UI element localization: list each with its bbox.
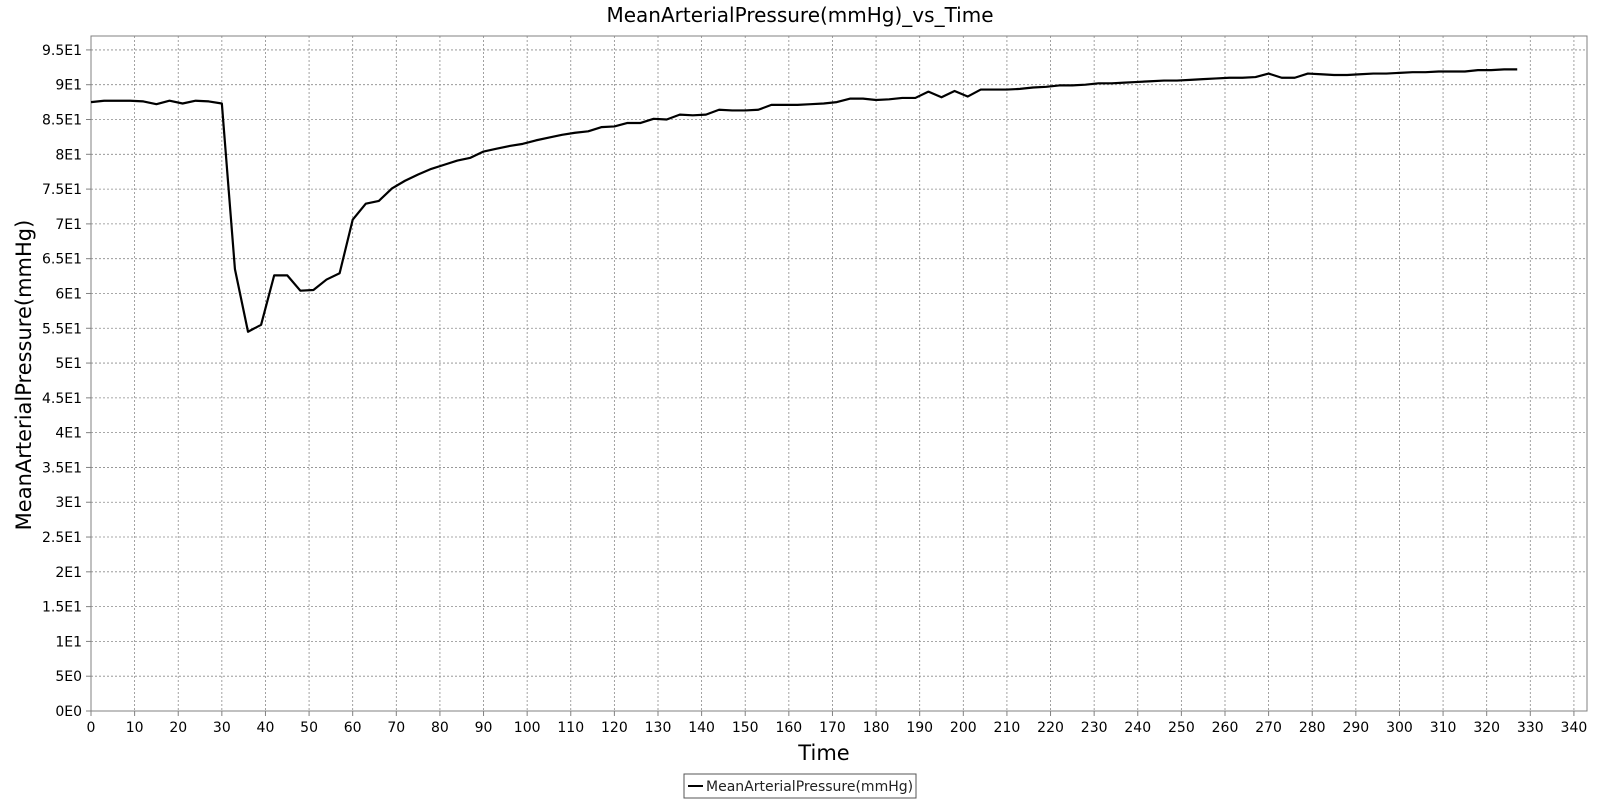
y-tick-label: 6.5E1: [42, 252, 82, 268]
y-tick-label: 9E1: [55, 78, 82, 94]
x-tick-label: 310: [1430, 720, 1457, 736]
y-tick-label: 8E1: [55, 147, 82, 163]
y-tick-label: 2.5E1: [42, 530, 82, 546]
legend-label: MeanArterialPressure(mmHg): [706, 779, 913, 795]
legend: MeanArterialPressure(mmHg): [683, 773, 917, 799]
y-tick-label: 3E1: [55, 495, 82, 511]
x-tick-label: 230: [1081, 720, 1108, 736]
legend-box: [683, 773, 917, 799]
x-tick-label: 320: [1473, 720, 1500, 736]
y-tick-label: 1.5E1: [42, 600, 82, 616]
series-layer: [90, 68, 1518, 333]
x-tick-label: 330: [1517, 720, 1544, 736]
x-tick-label: 120: [601, 720, 628, 736]
y-tick-label: 7E1: [55, 217, 82, 233]
x-tick-label: 340: [1561, 720, 1588, 736]
y-axis-label: MeanArterialPressure(mmHg): [12, 220, 36, 531]
y-tick-label: 6E1: [55, 286, 82, 302]
x-tick-label: 260: [1212, 720, 1239, 736]
x-tick-label: 200: [950, 720, 977, 736]
x-tick-label: 140: [688, 720, 715, 736]
x-tick-label: 30: [213, 720, 231, 736]
y-tick-label: 2E1: [55, 565, 82, 581]
x-tick-label: 270: [1255, 720, 1282, 736]
y-tick-label: 5E1: [55, 356, 82, 372]
x-tick-label: 40: [257, 720, 275, 736]
x-tick-label: 170: [819, 720, 846, 736]
x-tick-label: 80: [431, 720, 449, 736]
x-tick-label: 0: [87, 720, 96, 736]
plot-area-frame: [90, 35, 1588, 712]
y-tick-label: 4.5E1: [42, 391, 82, 407]
series-line: [90, 68, 1518, 333]
y-axis: 0E0 5E0 1E1 1.5E1 2E1 2.5E1 3E1 3.5E1 4E1 4.5E1 5E…: [42, 43, 91, 720]
gridlines: [90, 36, 1587, 712]
y-tick-label: 3.5E1: [42, 460, 82, 476]
x-tick-label: 190: [906, 720, 933, 736]
y-tick-label: 8.5E1: [42, 113, 82, 129]
x-axis: 0 10 20 30 40 50 60 70 80 90 100 110 120 130 140 150 160…: [87, 711, 1588, 736]
y-tick-label: 5.5E1: [42, 321, 82, 337]
x-tick-label: 60: [344, 720, 362, 736]
x-tick-label: 70: [387, 720, 405, 736]
x-tick-label: 300: [1386, 720, 1413, 736]
x-tick-label: 100: [514, 720, 541, 736]
x-tick-label: 210: [994, 720, 1021, 736]
x-tick-label: 10: [126, 720, 144, 736]
y-tick-label: 1E1: [55, 634, 82, 650]
x-tick-label: 90: [475, 720, 493, 736]
y-tick-label: 4E1: [55, 426, 82, 442]
x-tick-label: 150: [732, 720, 759, 736]
y-tick-label: 5E0: [55, 669, 82, 685]
y-tick-label: 0E0: [55, 704, 82, 720]
x-tick-label: 280: [1299, 720, 1326, 736]
x-tick-label: 160: [775, 720, 802, 736]
x-tick-label: 130: [645, 720, 672, 736]
y-tick-label: 9.5E1: [42, 43, 82, 59]
x-tick-label: 50: [300, 720, 318, 736]
x-tick-label: 110: [557, 720, 584, 736]
chart-title: MeanArterialPressure(mmHg)_vs_Time: [606, 3, 993, 27]
x-tick-label: 180: [863, 720, 890, 736]
x-axis-label: Time: [797, 741, 849, 765]
x-tick-label: 220: [1037, 720, 1064, 736]
y-tick-label: 7.5E1: [42, 182, 82, 198]
x-tick-label: 250: [1168, 720, 1195, 736]
x-tick-label: 290: [1342, 720, 1369, 736]
x-tick-label: 20: [169, 720, 187, 736]
x-tick-label: 240: [1124, 720, 1151, 736]
